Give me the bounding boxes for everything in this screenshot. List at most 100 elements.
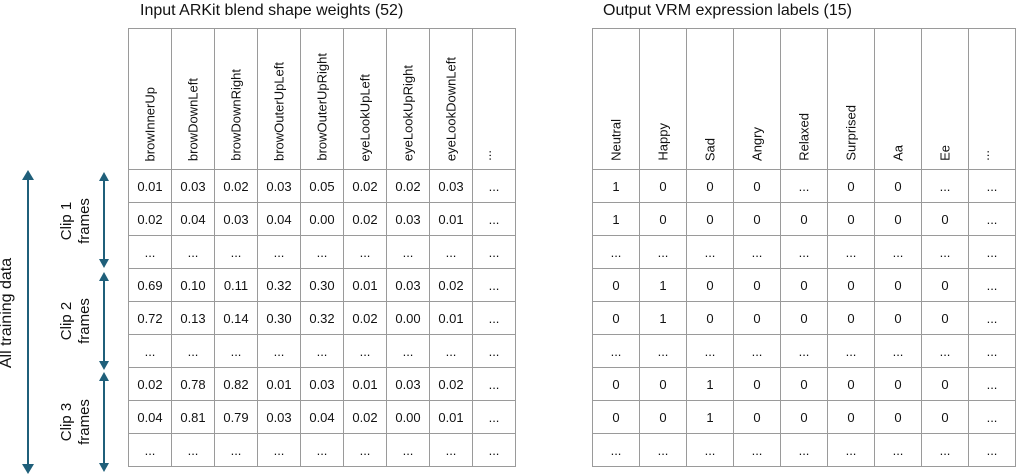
output-cell: 0 — [686, 301, 734, 335]
input-cell: 0.01 — [343, 367, 387, 401]
output-cell: 0 — [639, 169, 687, 203]
input-cell: 0.01 — [343, 268, 387, 302]
input-cell: 0.03 — [171, 169, 215, 203]
output-cell: ... — [827, 334, 875, 368]
input-header-cell: eyeLookDownLeft — [429, 28, 473, 170]
input-cell: 0.00 — [386, 301, 430, 335]
input-cell: 0.10 — [171, 268, 215, 302]
output-cell: ... — [592, 334, 640, 368]
output-cell: 0 — [639, 202, 687, 236]
output-row: ........................... — [592, 433, 1016, 467]
input-cell: ... — [472, 268, 516, 302]
output-cell: 0 — [827, 169, 875, 203]
output-cell: 0 — [827, 268, 875, 302]
input-cell: 0.78 — [171, 367, 215, 401]
output-cell: 0 — [780, 301, 828, 335]
input-weights-table: browInnerUp browDownLeft browDownRight brow… — [128, 28, 516, 467]
input-header-cell: eyeLookUpRight — [386, 28, 430, 170]
output-cell: ... — [921, 235, 969, 269]
output-header-label: ... — [984, 150, 1000, 161]
output-cell: ... — [968, 301, 1016, 335]
input-cell: 0.00 — [386, 400, 430, 434]
output-header-label: Relaxed — [796, 113, 812, 161]
input-cell: 0.04 — [300, 400, 344, 434]
output-cell: ... — [780, 334, 828, 368]
output-cell: 1 — [639, 301, 687, 335]
output-cell: 0 — [780, 202, 828, 236]
output-header-label: Surprised — [843, 105, 859, 161]
output-cell: 0 — [874, 202, 922, 236]
input-cell: 0.72 — [128, 301, 172, 335]
output-header-cell: Neutral — [592, 28, 640, 170]
input-cell: 0.04 — [171, 202, 215, 236]
output-cell: ... — [921, 169, 969, 203]
input-cell: 0.02 — [429, 268, 473, 302]
input-header-row: browInnerUp browDownLeft browDownRight brow… — [128, 28, 516, 170]
input-cell: ... — [257, 235, 301, 269]
input-row: 0.69 0.10 0.11 0.32 0.30 0.01 0.03 0.02... — [128, 268, 516, 302]
clip1-arrow — [99, 172, 109, 268]
input-cell: ... — [128, 433, 172, 467]
input-cell: ... — [386, 433, 430, 467]
output-header-cell: Relaxed — [780, 28, 828, 170]
input-cell: ... — [472, 433, 516, 467]
input-row: 0.01 0.03 0.02 0.03 0.05 0.02 0.02 0.03... — [128, 169, 516, 203]
input-header-cell: browDownLeft — [171, 28, 215, 170]
input-cell: ... — [214, 334, 258, 368]
output-header-cell: Aa — [874, 28, 922, 170]
input-cell: 0.32 — [300, 301, 344, 335]
input-cell: 0.02 — [343, 400, 387, 434]
output-cell: 0 — [780, 268, 828, 302]
input-cell: 0.03 — [214, 202, 258, 236]
input-cell: 0.13 — [171, 301, 215, 335]
output-header-cell: Surprised — [827, 28, 875, 170]
input-cell: ... — [343, 235, 387, 269]
input-cell: ... — [472, 367, 516, 401]
output-header-cell: Sad — [686, 28, 734, 170]
output-cell: ... — [592, 235, 640, 269]
all-data-arrow — [22, 170, 34, 474]
output-cell: ... — [686, 433, 734, 467]
output-cell: 1 — [686, 367, 734, 401]
input-cell: ... — [128, 334, 172, 368]
output-cell: 0 — [733, 169, 781, 203]
output-cell: 0 — [592, 400, 640, 434]
output-cell: 0 — [921, 367, 969, 401]
input-header-cell: browDownRight — [214, 28, 258, 170]
input-cell: 0.02 — [343, 202, 387, 236]
clip1-line1: Clip 1 — [58, 201, 75, 241]
input-cell: 0.00 — [300, 202, 344, 236]
input-cell: 0.11 — [214, 268, 258, 302]
input-header-label: eyeLookUpLeft — [357, 73, 373, 161]
input-cell: ... — [472, 169, 516, 203]
input-cell: 0.81 — [171, 400, 215, 434]
input-row: ........................... — [128, 433, 516, 467]
input-cell: 0.04 — [257, 202, 301, 236]
output-header-cell: Angry — [733, 28, 781, 170]
input-cell: 0.30 — [257, 301, 301, 335]
input-header-cell: ... — [472, 28, 516, 170]
output-table-title: Output VRM expression labels (15) — [603, 2, 852, 19]
output-cell: ... — [592, 433, 640, 467]
clip2-line2: frames — [76, 298, 93, 344]
output-cell: ... — [780, 433, 828, 467]
input-header-cell: browOuterUpLeft — [257, 28, 301, 170]
input-cell: ... — [300, 334, 344, 368]
output-header-cell: Ee — [921, 28, 969, 170]
output-row: 0 0 1 0 0 0 0 0... — [592, 367, 1016, 401]
input-cell: 0.03 — [429, 169, 473, 203]
input-row: 0.02 0.04 0.03 0.04 0.00 0.02 0.03 0.01... — [128, 202, 516, 236]
input-cell: 0.01 — [429, 400, 473, 434]
input-cell: 0.01 — [128, 169, 172, 203]
input-header-cell: browOuterUpRight — [300, 28, 344, 170]
input-cell: ... — [472, 235, 516, 269]
input-cell: ... — [257, 433, 301, 467]
input-header-label: browOuterUpRight — [314, 53, 330, 161]
input-cell: ... — [386, 334, 430, 368]
input-cell: ... — [472, 301, 516, 335]
input-header-label: eyeLookDownLeft — [443, 56, 459, 161]
output-cell: ... — [968, 400, 1016, 434]
output-cell: 0 — [874, 301, 922, 335]
input-header-label: browOuterUpLeft — [271, 62, 287, 161]
input-cell: ... — [429, 235, 473, 269]
